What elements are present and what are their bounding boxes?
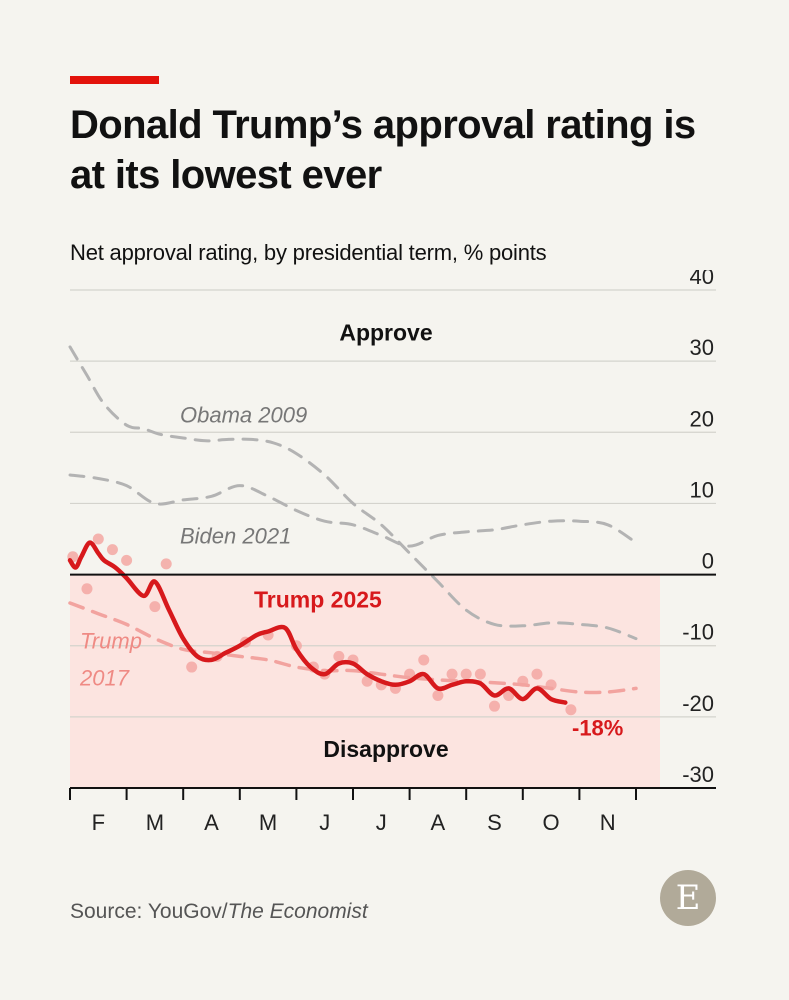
series-label-trump-2017-line1: Trump [80, 629, 142, 654]
economist-logo: E [660, 870, 716, 926]
series-label-biden-2021: Biden 2021 [180, 523, 291, 548]
x-tick-label: N [600, 810, 616, 835]
approval-chart: 40 30 20 10 0 -10 -20 -30 F M A M J J A S O N Approve Disap… [67, 270, 716, 835]
end-value-label: -18% [572, 716, 623, 741]
y-tick-label: -20 [682, 691, 714, 716]
x-tick-label: J [319, 810, 330, 835]
poll-point [503, 690, 515, 702]
x-tick-label: A [204, 810, 219, 835]
poll-point [333, 650, 345, 662]
y-tick-label: 0 [702, 549, 714, 574]
approve-label: Approve [339, 320, 432, 346]
y-tick-label: 30 [690, 335, 714, 360]
poll-point [149, 601, 161, 613]
poll-point [121, 554, 133, 566]
x-tick-label: M [259, 810, 277, 835]
x-tick-label: A [431, 810, 446, 835]
x-tick-label: M [146, 810, 164, 835]
poll-point [565, 704, 577, 716]
source-prefix: Source: YouGov/ [70, 900, 228, 923]
y-tick-label: 40 [690, 270, 714, 289]
poll-point [92, 533, 104, 545]
poll-point [460, 668, 472, 680]
chart-subtitle: Net approval rating, by presidential ter… [70, 240, 547, 265]
poll-point [361, 675, 373, 687]
poll-point [186, 661, 198, 673]
poll-point [446, 668, 458, 680]
poll-point [531, 668, 543, 680]
poll-point [489, 700, 500, 712]
x-tick-label: S [487, 810, 502, 835]
y-tick-label: 20 [690, 406, 714, 431]
x-tick-label: F [92, 810, 105, 835]
y-tick-label: -10 [682, 620, 714, 645]
poll-point [432, 690, 444, 702]
poll-point [106, 544, 118, 556]
series-line-trump-2017 [68, 601, 638, 695]
series-label-obama-2009: Obama 2009 [180, 403, 307, 428]
y-tick-label: -30 [682, 762, 714, 787]
source-note: Source: YouGov/The Economist [70, 900, 368, 924]
y-tick-label: 10 [690, 477, 714, 502]
poll-point [474, 668, 486, 680]
series-label-trump-2025: Trump 2025 [254, 586, 382, 612]
x-tick-label: O [543, 810, 560, 835]
poll-point [418, 654, 430, 666]
series-line-obama-2009 [68, 345, 638, 641]
poll-point [81, 583, 93, 595]
x-tick-label: J [376, 810, 387, 835]
poll-point [160, 558, 172, 570]
source-publication: The Economist [227, 900, 368, 923]
series-line-biden-2021 [68, 473, 638, 548]
series-line-trump-2025 [67, 540, 568, 705]
chart-title: Donald Trump’s approval rating is at its… [70, 103, 696, 197]
series-label-trump-2017-line2: 2017 [79, 666, 130, 691]
disapprove-label: Disapprove [323, 736, 448, 762]
accent-bar [70, 76, 159, 84]
